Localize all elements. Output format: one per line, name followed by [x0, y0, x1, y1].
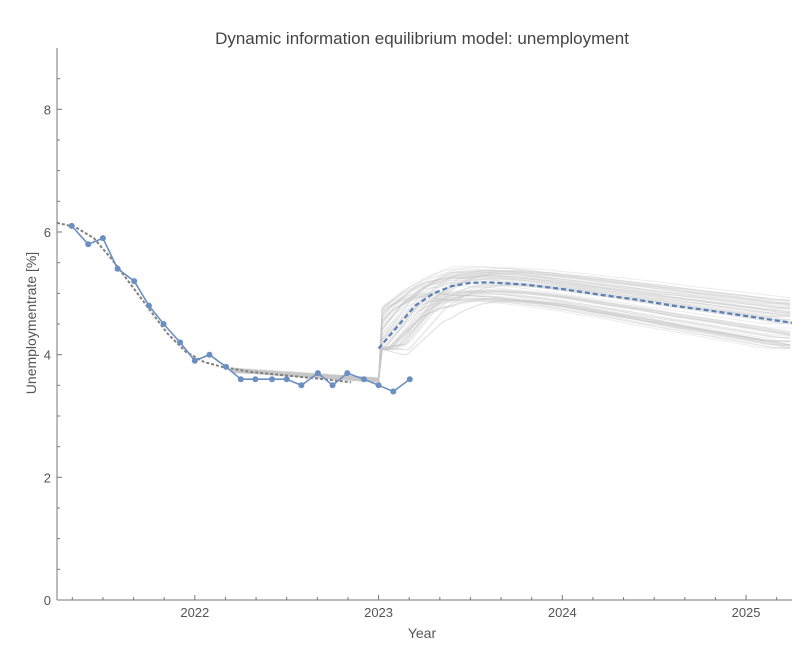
x-axis-label: Year: [408, 625, 437, 641]
data-point: [375, 382, 382, 389]
ensemble-curve: [231, 268, 791, 379]
ensemble-curve: [231, 284, 791, 382]
ensemble-curve: [231, 272, 791, 380]
data-point: [145, 302, 152, 309]
data-point: [131, 278, 138, 285]
data-point: [206, 351, 213, 358]
ensemble-curve: [231, 272, 791, 380]
data-point: [223, 363, 230, 370]
ensemble-curve: [231, 300, 791, 383]
y-tick-label: 8: [44, 102, 51, 117]
ensemble-curve: [231, 299, 791, 383]
ensemble-curve: [231, 276, 791, 380]
ensemble-curve: [231, 269, 791, 380]
ensemble-curve: [231, 270, 791, 380]
series: [56, 221, 792, 395]
ensemble-curve: [231, 275, 791, 380]
y-axis-label: Unemploymentrate [%]: [23, 252, 39, 394]
ensemble-curve: [231, 265, 791, 379]
data-point: [160, 321, 167, 327]
ensemble-curve: [231, 273, 791, 380]
y-tick-label: 0: [44, 593, 51, 608]
ensemble-curve: [231, 298, 791, 382]
ensemble-curve: [231, 290, 791, 382]
ensemble-curve: [231, 281, 791, 380]
ensemble-curve: [231, 266, 791, 379]
data-point: [237, 376, 244, 383]
ensemble-curve: [231, 283, 791, 382]
ensemble-curve: [231, 274, 791, 380]
data-point: [252, 376, 259, 383]
data-point: [85, 241, 92, 248]
ensemble-curve: [231, 271, 791, 379]
ensemble-curve: [231, 281, 791, 381]
ensemble-curve: [231, 288, 791, 382]
ensemble-curve: [231, 271, 791, 380]
data-point: [99, 235, 106, 242]
data-point: [298, 382, 305, 389]
ensemble-curve: [231, 270, 791, 380]
forecast-ensemble: [231, 265, 791, 384]
ensemble-curve: [231, 293, 791, 382]
x-tick-label: 2025: [732, 605, 761, 620]
ensemble-curve: [231, 277, 791, 381]
ensemble-curve: [231, 274, 791, 380]
ensemble-curve: [231, 270, 791, 380]
y-tick-label: 2: [44, 470, 51, 485]
ensemble-curve: [231, 275, 791, 380]
data-point: [177, 339, 184, 346]
y-tick-label: 4: [44, 348, 51, 363]
data-point: [314, 370, 321, 377]
ensemble-curve: [231, 291, 791, 382]
data-point: [283, 376, 290, 383]
data-point: [114, 265, 121, 272]
ensemble-curve: [231, 293, 791, 382]
ensemble-curve: [231, 278, 791, 381]
ensemble-curve: [231, 285, 791, 381]
ensemble-curve: [231, 295, 791, 382]
ensemble-curve: [231, 276, 791, 381]
ensemble-curve: [231, 274, 791, 380]
x-tick-label: 2024: [548, 605, 577, 620]
y-tick-label: 6: [44, 225, 51, 240]
data-line: [71, 225, 411, 393]
ensemble-curve: [231, 290, 791, 382]
x-tick-label: 2023: [364, 605, 393, 620]
ensemble-curve: [231, 282, 791, 381]
ensemble-curve: [231, 269, 791, 380]
ensemble-curve: [231, 290, 791, 382]
ensemble-curve: [231, 270, 791, 379]
ensemble-curve: [231, 270, 791, 380]
data-point: [191, 357, 198, 364]
data-point: [390, 388, 397, 395]
ensemble-curve: [231, 289, 791, 382]
data-point: [406, 376, 413, 383]
ensemble-curve: [231, 300, 791, 384]
ensemble-curve: [231, 292, 791, 382]
ensemble-curve: [231, 290, 791, 382]
data-point: [329, 382, 336, 389]
chart-title: Dynamic information equilibrium model: u…: [215, 29, 629, 48]
ensemble-curve: [231, 269, 791, 379]
forecast-line: [377, 281, 792, 350]
data-point: [269, 376, 275, 383]
tick-marks: 0 2 4 6 8 2022 2023 2024 2025: [44, 78, 778, 620]
data-point: [68, 222, 75, 229]
x-tick-label: 2022: [180, 605, 209, 620]
data-point: [344, 370, 351, 377]
ensemble-curve: [231, 272, 791, 379]
ensemble-curve: [231, 275, 791, 380]
ensemble-curve: [231, 290, 791, 382]
ensemble-curve: [231, 277, 791, 381]
model-fit-line: [56, 221, 352, 384]
data-point: [360, 376, 367, 383]
ensemble-curve: [231, 267, 791, 380]
